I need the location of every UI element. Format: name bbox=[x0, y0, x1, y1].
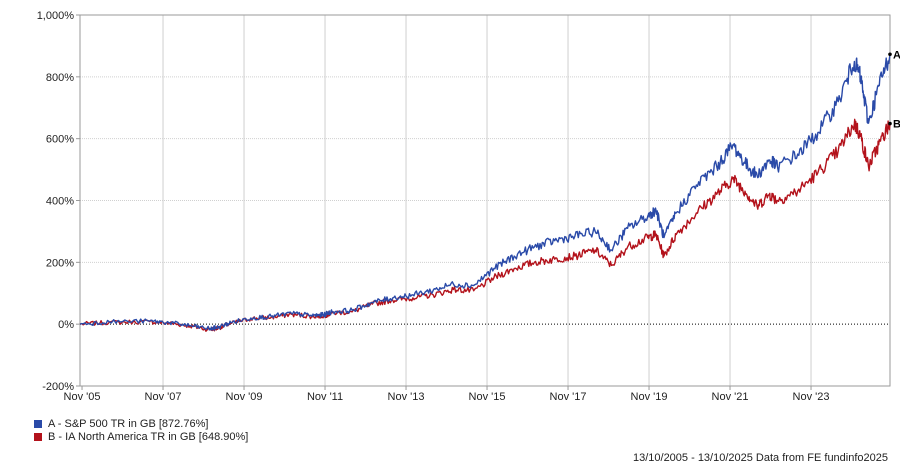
label-layer: AB bbox=[888, 49, 900, 131]
series-end-marker bbox=[888, 52, 892, 57]
grid-layer bbox=[80, 15, 890, 386]
series-layer bbox=[79, 54, 891, 332]
x-tick-label: Nov '15 bbox=[469, 391, 506, 403]
x-tick-label: Nov '09 bbox=[226, 391, 263, 403]
series-end-marker bbox=[888, 121, 892, 126]
legend-label-a: A - S&P 500 TR in GB [872.76%] bbox=[48, 417, 209, 430]
x-tick-label: Nov '19 bbox=[631, 391, 668, 403]
legend: A - S&P 500 TR in GB [872.76%] B - IA No… bbox=[34, 417, 248, 443]
x-tick-label: Nov '07 bbox=[145, 391, 182, 403]
x-tick-label: Nov '11 bbox=[307, 391, 343, 403]
legend-item-b: B - IA North America TR in GB [648.90%] bbox=[34, 430, 248, 443]
legend-swatch-b bbox=[34, 432, 42, 441]
legend-label-b: B - IA North America TR in GB [648.90%] bbox=[48, 430, 249, 443]
x-tick-label: Nov '05 bbox=[64, 391, 101, 403]
series-line-b bbox=[79, 118, 891, 332]
x-tick-label: Nov '21 bbox=[712, 391, 749, 403]
axis-layer: -200% 0% 200% 400% 600% 800% 1,000% Nov '05 Nov … bbox=[37, 10, 891, 403]
legend-item-a: A - S&P 500 TR in GB [872.76%] bbox=[34, 417, 248, 430]
x-tick-label: Nov '23 bbox=[793, 391, 830, 403]
y-tick-label: -200% bbox=[42, 381, 74, 393]
y-tick-label: 400% bbox=[46, 196, 74, 208]
series-line-a bbox=[79, 54, 891, 331]
x-tick-label: Nov '17 bbox=[550, 391, 587, 403]
x-tick-label: Nov '13 bbox=[388, 391, 425, 403]
y-tick-label: 1,000% bbox=[37, 10, 75, 22]
series-end-label: B bbox=[893, 119, 900, 131]
y-tick-label: 200% bbox=[46, 257, 74, 269]
legend-swatch-a bbox=[34, 419, 42, 428]
y-tick-label: 600% bbox=[46, 134, 74, 146]
chart-footer: 13/10/2005 - 13/10/2025 Data from FE fun… bbox=[632, 452, 888, 464]
y-tick-label: 0% bbox=[58, 319, 74, 331]
series-end-label: A bbox=[893, 49, 900, 61]
y-tick-label: 800% bbox=[46, 72, 74, 84]
